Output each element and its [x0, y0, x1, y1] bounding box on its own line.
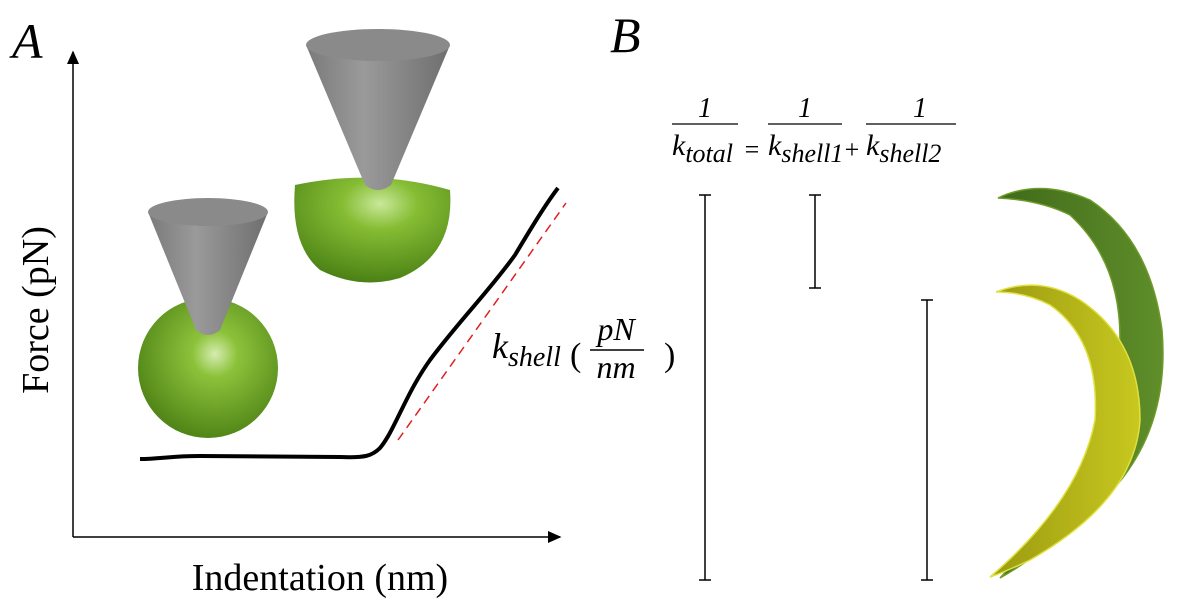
scale-bars	[699, 194, 933, 581]
paren: (	[570, 337, 581, 374]
unit-denominator: nm	[596, 349, 635, 385]
plus: +	[845, 135, 860, 164]
numerator: 1	[913, 93, 927, 124]
unit-numerator: pN	[595, 311, 636, 347]
equals: =	[745, 135, 760, 164]
compressed-shell	[294, 177, 451, 283]
cone	[148, 212, 268, 335]
sphere	[138, 298, 278, 438]
panel-label: B	[610, 7, 641, 63]
denominator: kshell2	[866, 129, 941, 168]
force-curve	[139, 186, 560, 461]
inner-shell	[989, 284, 1141, 578]
slope-fit	[397, 202, 567, 441]
denominator: kshell1	[768, 129, 843, 168]
text: shell1	[781, 139, 843, 168]
x-axis-label: Indentation (nm)	[192, 557, 448, 599]
text: shell2	[879, 139, 941, 168]
text: k	[866, 129, 880, 162]
panel-label: A	[9, 13, 43, 69]
slope-label: kshell	[492, 326, 561, 373]
text: k	[672, 129, 686, 162]
y-axis-label: Force (pN)	[15, 226, 57, 394]
cone-top	[148, 198, 268, 226]
text: shell	[508, 342, 561, 373]
cone-top	[306, 29, 450, 61]
denominator: ktotal	[672, 129, 733, 168]
text: k	[768, 129, 782, 162]
cone	[306, 45, 450, 190]
numerator: 1	[798, 93, 812, 124]
text: total	[685, 139, 733, 168]
text: k	[492, 326, 509, 366]
numerator: 1	[698, 93, 712, 124]
paren: )	[664, 337, 675, 374]
